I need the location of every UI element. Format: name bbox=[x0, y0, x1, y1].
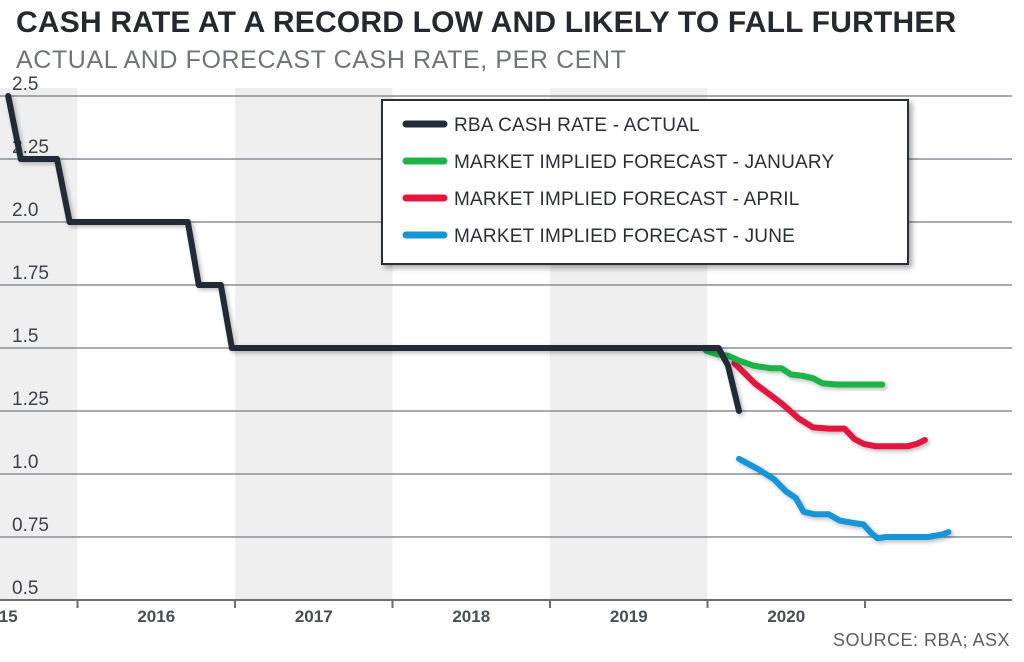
legend-label: MARKET IMPLIED FORECAST - JANUARY bbox=[454, 152, 834, 173]
year-band-2015 bbox=[0, 88, 78, 600]
y-tick-label: 2.0 bbox=[12, 200, 38, 221]
legend: RBA CASH RATE - ACTUAL MARKET IMPLIED FOR… bbox=[381, 99, 909, 265]
y-tick-label: 1.0 bbox=[12, 452, 38, 473]
series-line bbox=[736, 455, 952, 542]
y-axis-ticks: 2.52.252.01.751.51.251.00.750.5 bbox=[12, 74, 49, 599]
y-tick-label: 1.25 bbox=[12, 389, 49, 410]
legend-label: RBA CASH RATE - ACTUAL bbox=[454, 115, 700, 136]
legend-label: MARKET IMPLIED FORECAST - APRIL bbox=[454, 189, 799, 210]
y-tick-label: 1.5 bbox=[12, 326, 38, 347]
x-tick-label: 2020 bbox=[767, 607, 805, 626]
legend-label: MARKET IMPLIED FORECAST - JUNE bbox=[454, 226, 795, 247]
x-tick-label: 2017 bbox=[295, 607, 333, 626]
series-line bbox=[731, 360, 928, 450]
x-tick-label: 2019 bbox=[610, 607, 648, 626]
legend-box bbox=[381, 99, 909, 265]
x-tick-label: 2018 bbox=[452, 607, 490, 626]
series-lines bbox=[5, 93, 952, 542]
source-note: SOURCE: RBA; ASX bbox=[832, 630, 1010, 650]
y-tick-label: 0.5 bbox=[12, 578, 38, 599]
x-tick-label: 2016 bbox=[137, 607, 175, 626]
x-axis-ticks: 2015 2016 2017 2018 2019 2020 bbox=[0, 600, 866, 626]
chart-subtitle: ACTUAL AND FORECAST CASH RATE, PER CENT bbox=[16, 46, 627, 74]
y-tick-label: 2.5 bbox=[12, 74, 38, 95]
chart-title: CASH RATE AT A RECORD LOW AND LIKELY TO … bbox=[16, 6, 957, 39]
y-tick-label: 1.75 bbox=[12, 263, 49, 284]
series-line bbox=[5, 93, 742, 414]
y-tick-label: 0.75 bbox=[12, 515, 49, 536]
x-tick-label: 2015 bbox=[0, 607, 18, 626]
series-line bbox=[702, 347, 886, 388]
year-band-2017 bbox=[235, 88, 393, 600]
